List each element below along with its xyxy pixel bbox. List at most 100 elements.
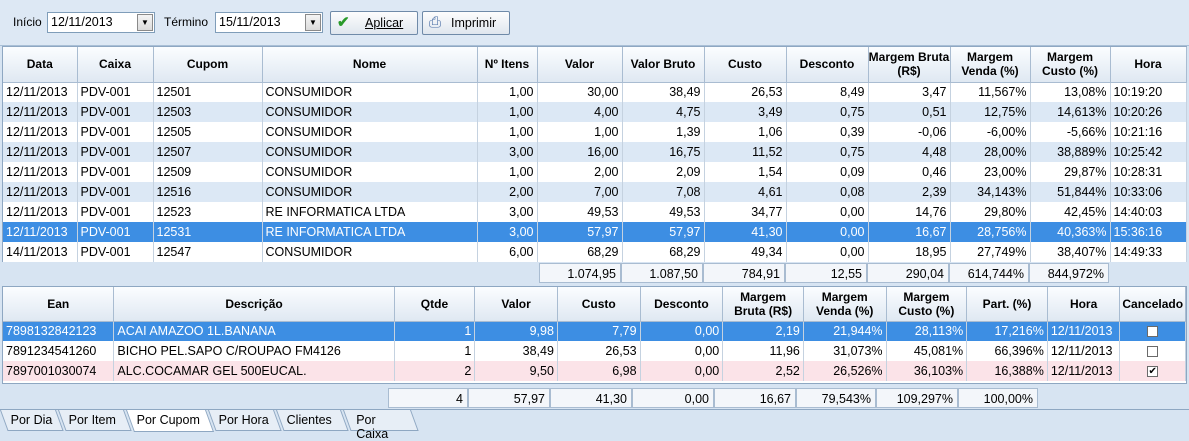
table-cell: 9,98: [474, 321, 558, 341]
cancelado-cell[interactable]: [1119, 321, 1186, 341]
column-header[interactable]: Ean: [3, 287, 115, 322]
column-header[interactable]: Qtde: [394, 287, 476, 322]
table-row[interactable]: 12/11/2013 PDV-001 12523 RE INFORMATICA LTD…: [3, 202, 1187, 222]
termino-date-picker[interactable]: 15/11/2013 ▼: [215, 12, 323, 33]
aplicar-button[interactable]: ✔ Aplicar: [330, 11, 418, 35]
inicio-date-value: 12/11/2013: [51, 15, 113, 29]
table-cell: 17,216%: [966, 321, 1048, 341]
column-header[interactable]: Nome: [262, 47, 478, 83]
column-header[interactable]: Margem Custo (%): [1030, 47, 1111, 83]
table-cell: 1,00: [477, 102, 538, 122]
table-cell: 2,19: [722, 321, 804, 341]
column-header[interactable]: Nº Itens: [477, 47, 538, 83]
column-header[interactable]: Custo: [557, 287, 641, 322]
column-header[interactable]: Margem Venda (%): [950, 47, 1031, 83]
column-header[interactable]: Data: [3, 47, 78, 83]
table-cell: 1,54: [704, 162, 787, 182]
column-header[interactable]: Valor: [537, 47, 623, 83]
total-cell: 100,00%: [958, 388, 1038, 408]
column-header[interactable]: Custo: [704, 47, 787, 83]
table-cell: 11,567%: [950, 82, 1031, 102]
table-cell: 0,46: [868, 162, 951, 182]
total-cell: 784,91: [703, 263, 785, 283]
cancelado-cell[interactable]: ✔: [1119, 361, 1186, 381]
table-cell: 40,363%: [1030, 222, 1111, 242]
cancelado-cell[interactable]: [1119, 341, 1186, 361]
column-header[interactable]: Valor Bruto: [622, 47, 705, 83]
table-cell: 12503: [153, 102, 263, 122]
column-header[interactable]: Margem Bruta (R$): [868, 47, 951, 83]
table-row[interactable]: 12/11/2013 PDV-001 12505 CONSUMIDOR 1,00 1,00…: [3, 122, 1187, 142]
table-cell: 34,143%: [950, 182, 1031, 202]
tab-por-cupom[interactable]: Por Cupom: [126, 410, 215, 432]
table-cell: CONSUMIDOR: [262, 182, 478, 202]
table-cell: 1,00: [537, 122, 623, 142]
cupons-grid[interactable]: Data Caixa Cupom Nome Nº Itens Valor Valor Bru…: [2, 46, 1187, 262]
termino-label: Término: [164, 15, 209, 29]
table-cell: 12/11/2013: [3, 82, 78, 102]
table-cell: 16,388%: [966, 361, 1048, 381]
table-cell: 12/11/2013: [3, 162, 78, 182]
tab-por-caixa[interactable]: Por Caixa: [343, 410, 419, 441]
tab-por-hora[interactable]: Por Hora: [208, 410, 282, 431]
column-header[interactable]: Hora: [1110, 47, 1187, 83]
table-cell: PDV-001: [77, 182, 154, 202]
column-header[interactable]: Margem Bruta (R$): [722, 287, 804, 322]
cupons-table: Data Caixa Cupom Nome Nº Itens Valor Valor Bru…: [3, 47, 1187, 262]
table-cell: 2,52: [722, 361, 804, 381]
table-cell: -0,06: [868, 122, 951, 142]
column-header[interactable]: Valor: [474, 287, 558, 322]
table-cell: 10:28:31: [1110, 162, 1187, 182]
chevron-down-icon[interactable]: ▼: [305, 14, 321, 31]
table-cell: RE INFORMATICA LTDA: [262, 202, 478, 222]
column-header[interactable]: Desconto: [640, 287, 724, 322]
column-header[interactable]: Descrição: [113, 287, 395, 322]
inicio-date-picker[interactable]: 12/11/2013 ▼: [47, 12, 155, 33]
table-cell: 12531: [153, 222, 263, 242]
table-cell: 12547: [153, 242, 263, 262]
column-header[interactable]: Margem Custo (%): [886, 287, 968, 322]
cancelado-checkbox[interactable]: [1147, 346, 1159, 358]
table-cell: -5,66%: [1030, 122, 1111, 142]
tab-por-dia[interactable]: Por Dia: [0, 410, 64, 431]
column-header[interactable]: Margem Venda (%): [803, 287, 887, 322]
column-header[interactable]: Cupom: [153, 47, 263, 83]
imprimir-button[interactable]: ⎙ Imprimir: [422, 11, 510, 35]
table-cell: 66,396%: [966, 341, 1048, 361]
table-cell: 10:33:06: [1110, 182, 1187, 202]
table-cell: 10:20:26: [1110, 102, 1187, 122]
column-header[interactable]: Part. (%): [966, 287, 1048, 322]
table-cell: 7,00: [537, 182, 623, 202]
table-row[interactable]: 7898132842123 ACAI AMAZOO 1L.BANANA 1 9,98 7…: [3, 321, 1186, 341]
table-cell: 9,50: [474, 361, 558, 381]
table-row[interactable]: 7891234541260 BICHO PEL.SAPO C/ROUPAO FM4…: [3, 341, 1186, 361]
table-cell: 0,00: [786, 202, 869, 222]
chevron-down-icon[interactable]: ▼: [137, 14, 153, 31]
column-header[interactable]: Caixa: [77, 47, 154, 83]
table-row[interactable]: 12/11/2013 PDV-001 12531 RE INFORMATICA LTD…: [3, 222, 1187, 242]
tab-clientes[interactable]: Clientes: [276, 410, 349, 431]
tab-por-item[interactable]: Por Item: [58, 410, 132, 431]
table-row[interactable]: 12/11/2013 PDV-001 12501 CONSUMIDOR 1,00 30,0…: [3, 82, 1187, 102]
total-cell: 614,744%: [949, 263, 1029, 283]
table-row[interactable]: 14/11/2013 PDV-001 12547 CONSUMIDOR 6,00 68,2…: [3, 242, 1187, 262]
table-cell: 14:40:03: [1110, 202, 1187, 222]
table-row[interactable]: 7897001030074 ALC.COCAMAR GEL 500EUCAL. 2 9…: [3, 361, 1186, 381]
table-cell: 16,67: [868, 222, 951, 242]
table-row[interactable]: 12/11/2013 PDV-001 12509 CONSUMIDOR 1,00 2,00…: [3, 162, 1187, 182]
column-header[interactable]: Cancelado: [1119, 287, 1186, 322]
itens-grid[interactable]: Ean Descrição Qtde Valor Custo Desconto Margem…: [2, 286, 1187, 384]
table-row[interactable]: 12/11/2013 PDV-001 12516 CONSUMIDOR 2,00 7,00…: [3, 182, 1187, 202]
cancelado-checkbox[interactable]: [1147, 326, 1159, 338]
table-row[interactable]: 12/11/2013 PDV-001 12503 CONSUMIDOR 1,00 4,00…: [3, 102, 1187, 122]
total-cell: 57,97: [468, 388, 550, 408]
cancelado-checkbox[interactable]: ✔: [1147, 366, 1159, 378]
table-cell: 1: [394, 321, 476, 341]
column-header[interactable]: Desconto: [786, 47, 869, 83]
table-cell: 12/11/2013: [3, 222, 78, 242]
table-cell: 0,09: [786, 162, 869, 182]
table-cell: CONSUMIDOR: [262, 122, 478, 142]
column-header[interactable]: Hora: [1047, 287, 1121, 322]
table-row[interactable]: 12/11/2013 PDV-001 12507 CONSUMIDOR 3,00 16,0…: [3, 142, 1187, 162]
table-cell: BICHO PEL.SAPO C/ROUPAO FM4126: [113, 341, 395, 361]
